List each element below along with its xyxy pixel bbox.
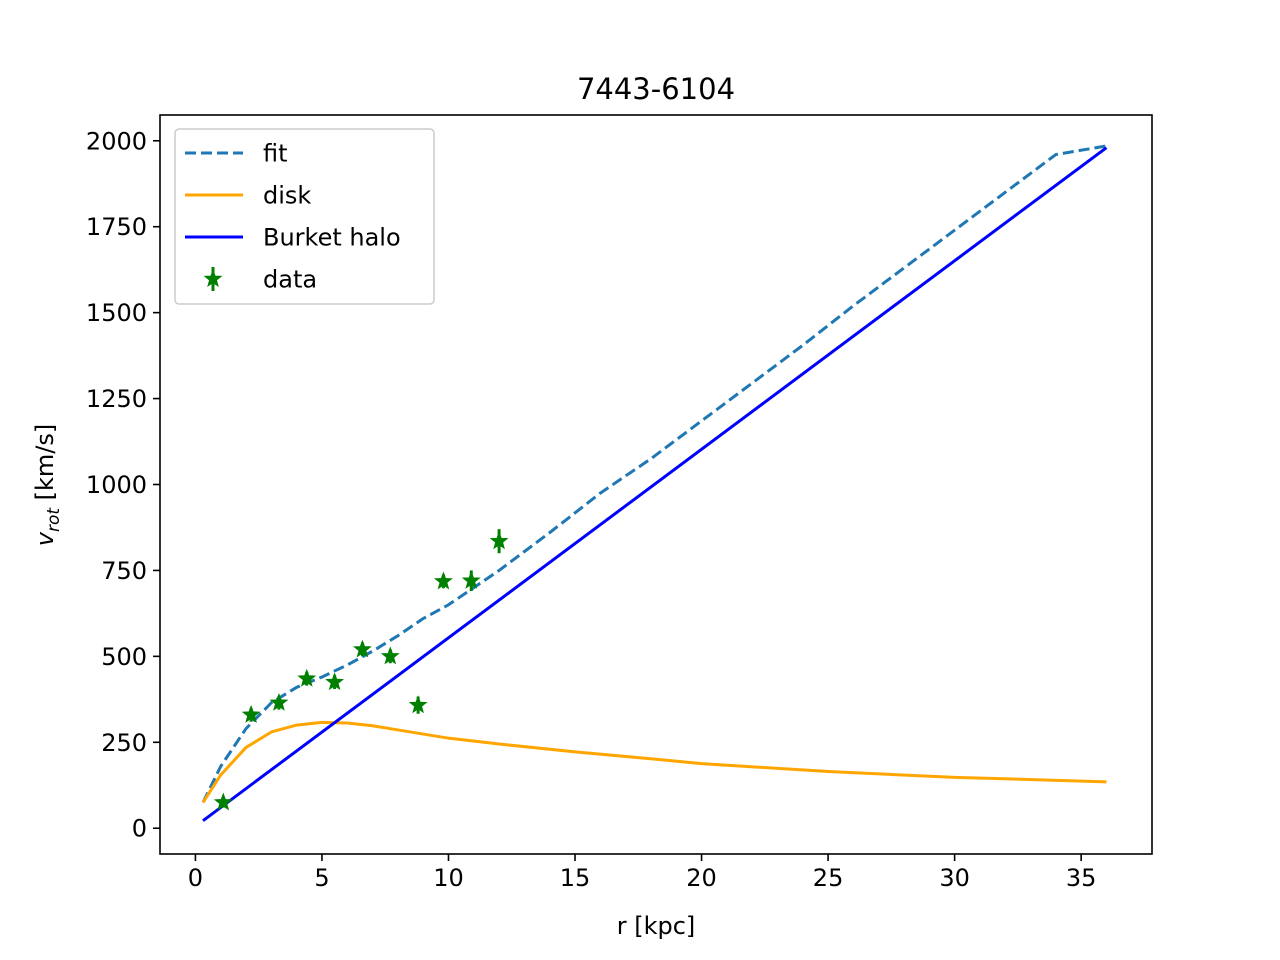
y-tick-label-2000: 2000	[86, 127, 147, 155]
data-point-1	[241, 704, 261, 723]
y-axis-label-unit: [km/s]	[31, 424, 59, 508]
data-point-5	[353, 639, 372, 658]
data-point-7	[408, 695, 428, 714]
legend-label-fit: fit	[263, 140, 288, 168]
legend-label-disk: disk	[263, 182, 311, 210]
data-point-3	[297, 668, 317, 687]
x-tick-label-10: 10	[433, 864, 464, 892]
series-line-fit	[201, 144, 1107, 804]
y-tick-label-1000: 1000	[86, 471, 147, 499]
x-tick-label-35: 35	[1066, 864, 1097, 892]
y-tick-label-0: 0	[132, 815, 147, 843]
data-point-6	[380, 646, 400, 665]
x-tick-label-20: 20	[686, 864, 717, 892]
y-tick-label-1750: 1750	[86, 213, 147, 241]
data-point-2	[269, 692, 289, 711]
x-tick-label-0: 0	[188, 864, 203, 892]
y-tick-label-250: 250	[101, 729, 147, 757]
y-axis-label-sub: rot	[44, 507, 64, 532]
legend: fit disk Burket halo data	[174, 128, 435, 305]
x-tick-label-25: 25	[813, 864, 844, 892]
x-tick-label-30: 30	[939, 864, 970, 892]
chart-title: 7443-6104	[577, 72, 735, 106]
legend-label-burket-halo: Burket halo	[263, 224, 401, 252]
x-tick-label-15: 15	[560, 864, 591, 892]
data-point-0	[213, 792, 233, 811]
y-tick-label-750: 750	[101, 557, 147, 585]
plot-inner	[201, 144, 1108, 822]
legend-marker-data	[203, 269, 223, 288]
y-tick-label-1500: 1500	[86, 299, 147, 327]
data-point-4	[325, 672, 345, 691]
axes: 0 5 10 15 20 25 30 35 0 250 500 750 1000 1250 1500 1750…	[86, 114, 1153, 892]
y-tick-label-1250: 1250	[86, 385, 147, 413]
legend-box	[174, 128, 435, 305]
series-line-disk	[201, 720, 1107, 804]
legend-label-data: data	[263, 266, 317, 294]
data-point-10	[489, 531, 509, 550]
y-axis-label: vrot [km/s]	[31, 424, 64, 547]
series-line-burket-halo	[202, 146, 1108, 822]
plot-area	[201, 144, 1108, 822]
x-axis-label: r [kpc]	[617, 912, 696, 940]
y-axis-label-main: v	[31, 531, 59, 546]
data-point-9	[461, 570, 481, 589]
y-tick-label-500: 500	[101, 643, 147, 671]
data-point-8	[433, 571, 453, 590]
x-tick-label-5: 5	[314, 864, 329, 892]
